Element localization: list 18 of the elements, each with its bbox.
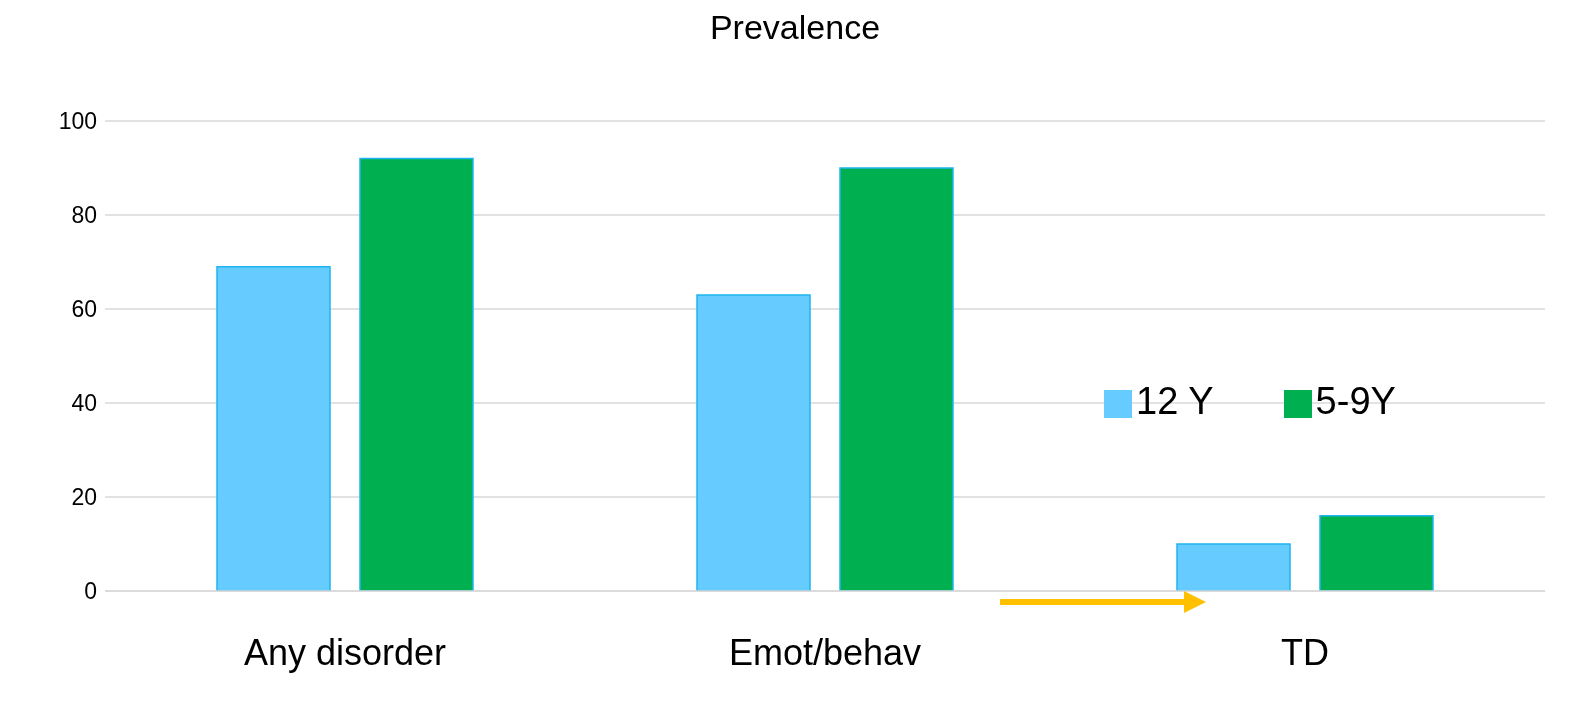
bar [1319,515,1434,591]
legend-label: 5-9Y [1315,380,1396,422]
y-tick-label: 80 [71,202,97,229]
legend-label: 12 Y [1136,380,1214,422]
bar [216,265,331,591]
bar [696,294,811,591]
bar [839,167,954,591]
bar [359,157,474,591]
y-tick-label: 60 [71,296,97,323]
x-tick-label: TD [1281,631,1329,673]
x-tick-label: Any disorder [243,631,447,673]
y-tick-label: 40 [71,390,97,417]
y-tick-label: 0 [84,578,97,605]
bar [1176,543,1291,591]
y-tick-label: 20 [71,484,97,511]
chart-title: Prevalence [708,8,882,47]
y-tick-label: 100 [58,108,97,135]
x-tick-label: Emot/behav [728,631,922,673]
